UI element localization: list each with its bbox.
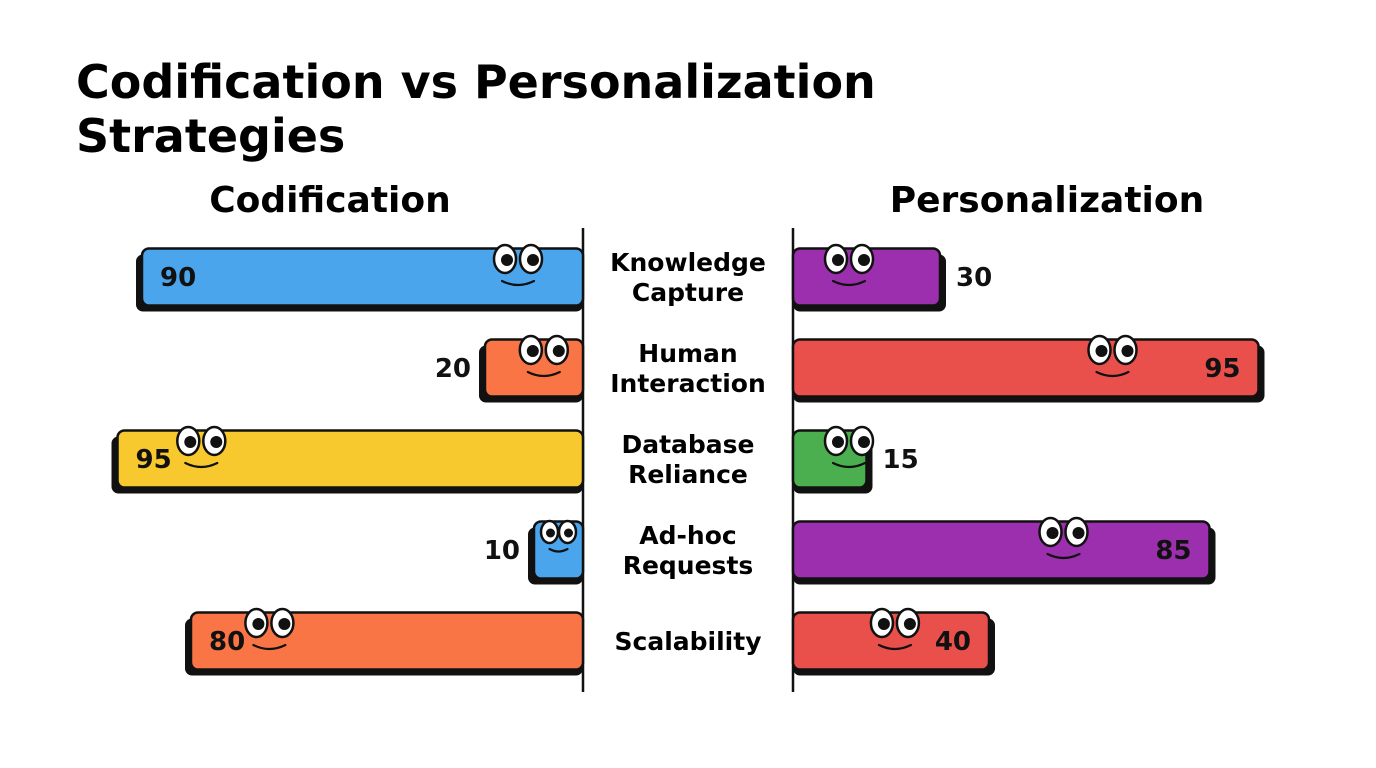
codification-value-0: 90 [160,263,196,293]
personalization-pupil-2-1 [858,436,870,448]
codification-heading: Codification [209,180,451,221]
category-label-2-line-0: Database [621,430,754,459]
personalization-value-4: 40 [935,627,971,657]
personalization-face-4 [869,607,921,651]
codification-pupil-0-1 [527,254,539,266]
codification-smile-0 [500,279,536,287]
personalization-bar-4 [791,611,991,671]
codification-smile-1 [526,370,561,378]
personalization-pupil-3-0 [1046,527,1059,539]
codification-pupil-2-0 [184,436,197,448]
personalization-pupil-1-0 [1095,345,1108,357]
category-label-0-line-0: Knowledge [610,248,766,277]
bar-marks: Knowledge Capture 90 30 Human Interaction 20 95… [111,243,1265,676]
personalization-face-2 [823,425,875,469]
personalization-pupil-0-0 [832,254,844,266]
codification-value-3: 10 [484,536,520,566]
personalization-smile-4 [877,643,913,651]
codification-value-1: 20 [435,354,471,384]
codification-smile-3 [548,547,569,553]
codification-smile-4 [252,643,287,651]
personalization-face-1 [1087,334,1138,378]
personalization-bar-1 [791,338,1260,398]
personalization-face-3 [1038,516,1089,560]
personalization-heading: Personalization [890,180,1204,221]
personalization-pupil-3-1 [1072,527,1085,539]
codification-face-0 [492,243,544,287]
category-label-3-line-0: Ad-hoc [639,521,736,550]
codification-face-2 [176,425,227,469]
codification-pupil-3-1 [564,528,573,538]
personalization-face-0 [823,243,875,287]
chart-title-line-1: Codification vs Personalization [76,55,876,109]
personalization-pupil-1-1 [1121,345,1134,357]
personalization-bar-3 [791,520,1211,580]
codification-pupil-1-1 [552,345,565,357]
codification-pupil-4-1 [278,618,291,630]
category-label-1-line-0: Human [638,339,737,368]
personalization-pupil-4-0 [877,618,890,630]
codification-smile-2 [184,461,219,469]
codification-bar-2 [116,429,585,489]
personalization-pupil-0-1 [858,254,870,266]
codification-pupil-3-0 [546,528,555,538]
codification-pupil-2-1 [210,436,223,448]
personalization-smile-0 [831,279,867,287]
personalization-value-2: 15 [883,445,919,475]
personalization-pupil-2-0 [832,436,844,448]
codification-face-1 [518,334,570,378]
personalization-value-1: 95 [1204,354,1240,384]
codification-face-3 [539,519,578,553]
personalization-smile-1 [1095,370,1130,378]
codification-pupil-1-0 [526,345,539,357]
personalization-value-3: 85 [1155,536,1191,566]
personalization-smile-2 [831,461,867,469]
category-label-4-line-0: Scalability [615,627,762,656]
codification-value-2: 95 [136,445,172,475]
codification-value-4: 80 [209,627,245,657]
category-label-0-line-1: Capture [632,278,744,307]
category-label-3: Ad-hoc Requests [623,521,754,580]
personalization-smile-3 [1046,552,1081,560]
personalization-pupil-4-1 [903,618,916,630]
category-label-2: Database Reliance [621,430,754,489]
personalization-value-0: 30 [956,263,992,293]
category-label-1: Human Interaction [610,339,766,398]
codification-pupil-0-0 [501,254,513,266]
codification-bar-0 [140,247,585,307]
category-label-4: Scalability [615,627,762,656]
chart-title-line-2: Strategies [76,109,345,163]
category-label-0: Knowledge Capture [610,248,766,307]
codification-pupil-4-0 [252,618,265,630]
codification-face-4 [244,607,295,651]
category-label-2-line-1: Reliance [628,460,748,489]
category-label-3-line-1: Requests [623,551,754,580]
category-label-1-line-1: Interaction [610,369,766,398]
